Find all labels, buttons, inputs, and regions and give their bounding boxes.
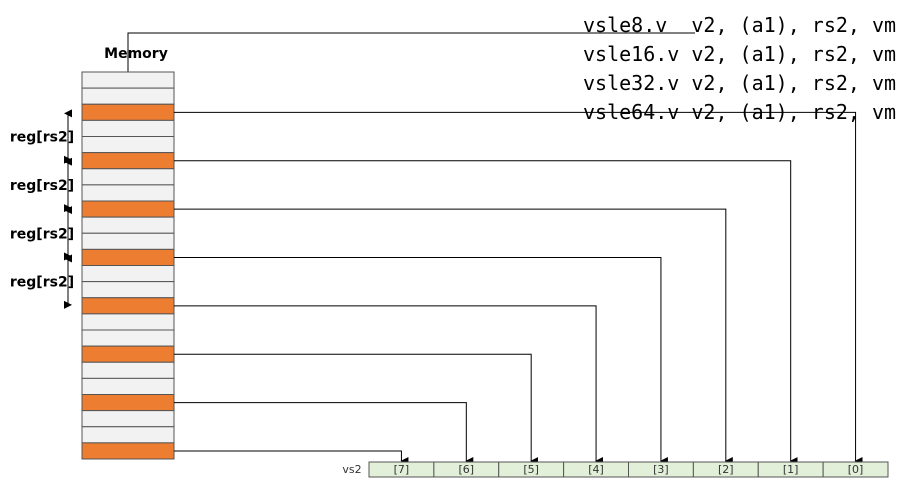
register-name: vs2	[342, 463, 361, 476]
connector	[174, 208, 733, 465]
connector	[174, 305, 604, 465]
memory-cell	[81, 136, 175, 154]
memory-cell	[81, 361, 175, 379]
memory-cell	[81, 265, 175, 283]
memory-cell	[81, 232, 175, 250]
connectors	[174, 111, 863, 465]
memory-cell	[81, 200, 175, 218]
memory-cell	[81, 377, 175, 395]
memory-cell	[81, 426, 175, 444]
register-cell	[822, 461, 889, 478]
memory-cell	[81, 248, 175, 266]
memory-cell	[81, 87, 175, 105]
register-element: [2]	[718, 463, 734, 476]
stride-label: reg[rs2]	[10, 226, 74, 242]
memory-cell	[81, 152, 175, 170]
register-element: [4]	[588, 463, 604, 476]
memory-cell	[81, 71, 175, 89]
register-element: [5]	[523, 463, 539, 476]
memory	[81, 71, 175, 460]
memory-cell	[81, 281, 175, 299]
memory-cell	[81, 345, 175, 363]
register: [7] [6] [5] [4] [3] [2] [1] [0]	[368, 461, 889, 478]
strides: reg[rs2] reg[rs2] reg[rs2] reg[rs2]	[10, 109, 74, 309]
instruction: vsle16.v v2, (a1), rs2, vm	[583, 42, 896, 66]
memory-cell	[81, 119, 175, 137]
connector	[174, 111, 863, 465]
memory-cell	[81, 329, 175, 347]
register-element: [7]	[394, 463, 410, 476]
memory-cell	[81, 168, 175, 186]
connector	[174, 353, 539, 465]
memory-cell	[81, 103, 175, 121]
memory-cell	[81, 394, 175, 412]
memory-cell	[81, 313, 175, 331]
memory-cell	[81, 184, 175, 202]
memory-cell	[81, 297, 175, 315]
memory-cell	[81, 442, 175, 460]
memory-label: Memory	[104, 46, 168, 62]
connector	[174, 450, 409, 465]
register-element: [1]	[783, 463, 799, 476]
instruction: vsle32.v v2, (a1), rs2, vm	[583, 71, 896, 95]
register-element: [3]	[653, 463, 669, 476]
register-element: [6]	[459, 463, 475, 476]
stride-label: reg[rs2]	[10, 275, 74, 291]
memory-cell	[81, 410, 175, 428]
memory-cell	[81, 216, 175, 234]
register-element: [0]	[848, 463, 864, 476]
connector	[174, 402, 474, 465]
stride-label: reg[rs2]	[10, 130, 74, 146]
connector	[174, 256, 668, 465]
stride-label: reg[rs2]	[10, 178, 74, 194]
connector	[174, 160, 798, 465]
